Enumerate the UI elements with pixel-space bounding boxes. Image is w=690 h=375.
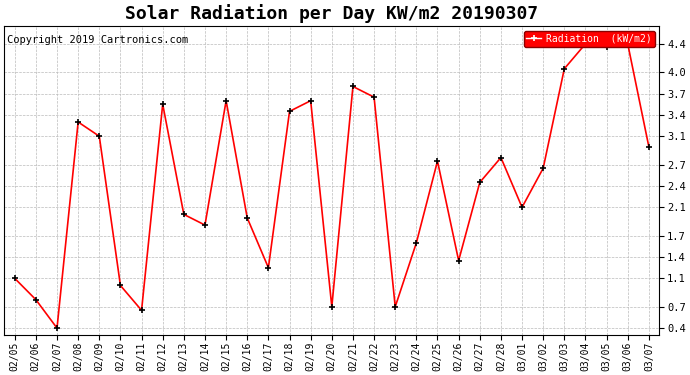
Radiation  (kW/m2) <box>433 159 442 164</box>
Radiation  (kW/m2) <box>201 223 209 227</box>
Radiation  (kW/m2) <box>243 216 251 220</box>
Radiation  (kW/m2) <box>644 145 653 149</box>
Radiation  (kW/m2) <box>306 99 315 103</box>
Radiation  (kW/m2) <box>497 155 505 160</box>
Radiation  (kW/m2) <box>264 266 273 270</box>
Radiation  (kW/m2) <box>53 326 61 330</box>
Radiation  (kW/m2) <box>222 99 230 103</box>
Radiation  (kW/m2) <box>412 241 420 245</box>
Radiation  (kW/m2) <box>117 283 125 288</box>
Line: Radiation  (kW/m2): Radiation (kW/m2) <box>11 40 652 332</box>
Radiation  (kW/m2) <box>455 258 463 263</box>
Radiation  (kW/m2) <box>95 134 104 138</box>
Radiation  (kW/m2) <box>391 304 400 309</box>
Radiation  (kW/m2) <box>475 180 484 184</box>
Radiation  (kW/m2) <box>624 42 632 46</box>
Radiation  (kW/m2) <box>328 304 336 309</box>
Radiation  (kW/m2) <box>179 212 188 217</box>
Legend: Radiation  (kW/m2): Radiation (kW/m2) <box>524 31 655 47</box>
Radiation  (kW/m2) <box>10 276 19 280</box>
Radiation  (kW/m2) <box>518 205 526 210</box>
Title: Solar Radiation per Day KW/m2 20190307: Solar Radiation per Day KW/m2 20190307 <box>125 4 538 23</box>
Radiation  (kW/m2) <box>581 42 589 46</box>
Radiation  (kW/m2) <box>137 308 146 313</box>
Text: Copyright 2019 Cartronics.com: Copyright 2019 Cartronics.com <box>8 35 188 45</box>
Radiation  (kW/m2) <box>32 297 40 302</box>
Radiation  (kW/m2) <box>560 66 569 71</box>
Radiation  (kW/m2) <box>286 109 294 114</box>
Radiation  (kW/m2) <box>602 45 611 50</box>
Radiation  (kW/m2) <box>370 95 378 99</box>
Radiation  (kW/m2) <box>74 120 82 124</box>
Radiation  (kW/m2) <box>159 102 167 106</box>
Radiation  (kW/m2) <box>349 84 357 89</box>
Radiation  (kW/m2) <box>539 166 547 171</box>
